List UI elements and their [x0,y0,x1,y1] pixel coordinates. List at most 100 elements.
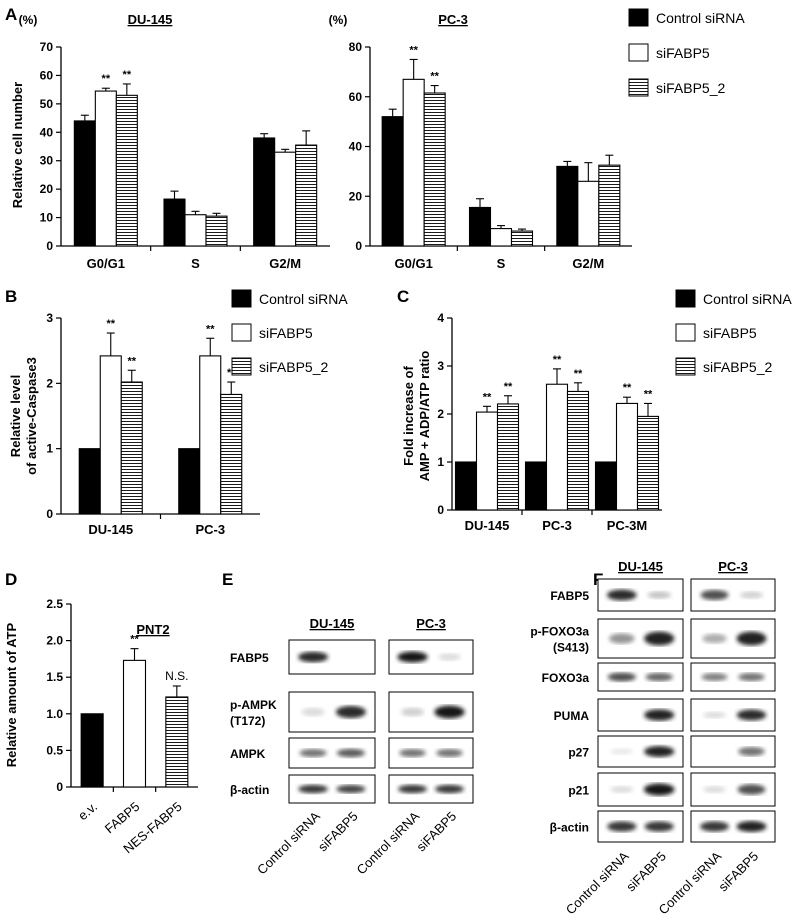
x-tick-label-a: G0/G1 [87,256,125,271]
bar-c-sifabp5-1 [545,383,569,511]
bar-a2-control-sirna-2 [556,165,579,247]
x-tick-label-d: e.v. [75,799,100,823]
panel-label-c: C [397,287,409,306]
significance-mark-c: ** [623,382,632,394]
row-label-e-3: β-actin [230,783,269,797]
y-tick-label-a2: 60 [349,90,363,104]
chart-title-d: PNT2 [136,622,169,637]
bar-c-control-sirna-2 [594,461,618,511]
legend-swatch-c-2 [675,357,696,376]
bar-a2-sifabp5-0 [402,78,425,247]
x-tick-label-a: S [191,256,200,271]
blot-band-f-1-1-1 [736,631,767,646]
legend-swatch-b-1 [231,323,252,342]
y-tick-label-a: 30 [40,154,54,168]
blot-band-f-6-0-0 [607,821,637,832]
x-tick-label-b: PC-3 [195,522,225,537]
legend-label-b-1: siFABP5 [259,325,313,341]
y-tick-label-b: 2 [46,376,53,390]
bar-d-series-1 [122,659,147,788]
blot-band-e-3-0-1 [336,784,366,794]
y-tick-label-d: 1.5 [46,670,63,684]
x-tick-label-b: DU-145 [88,522,133,537]
bar-b-sifabp5-0 [99,355,122,515]
significance-mark-d: ** [130,634,139,646]
lane-label-f-3: siFABP5 [715,849,761,895]
blot-band-f-1-1-0 [702,633,727,644]
bar-b-control-sirna-1 [178,448,201,515]
x-tick-label-c: PC-3M [607,518,647,533]
y-axis-label-b-line1: Relative level [8,375,23,457]
y-tick-label-a2: 0 [355,239,362,253]
blot-band-e-3-1-1 [435,784,464,794]
bar-a2-sifabp5-2-1 [510,230,534,247]
bar-c-control-sirna-1 [524,461,548,511]
significance-mark-c: ** [574,368,583,380]
blot-band-e-0-0-0 [298,651,329,663]
blot-band-e-1-0-1 [335,705,366,719]
significance-mark-a: ** [123,69,132,81]
y-unit-a: (%) [19,13,38,27]
legend-label-b-0: Control siRNA [259,291,348,307]
blot-band-f-1-0-0 [609,633,635,644]
bar-c-sifabp5-2-0 [496,403,520,511]
legend-swatch-b-0 [231,289,252,308]
significance-mark-c: ** [644,388,653,400]
chart-title-a2: PC-3 [438,12,468,27]
lane-label-f-1: siFABP5 [623,849,669,895]
x-tick-label-c: PC-3 [542,518,572,533]
x-tick-label-a: G2/M [269,256,301,271]
lane-label-e-3: siFABP5 [413,809,459,855]
blot-band-f-2-1-0 [701,673,728,681]
significance-mark-d: N.S. [165,669,188,683]
bar-a2-sifabp5-2-0 [423,92,446,247]
bar-a-control-sirna-1 [163,198,186,247]
legend-label-b-2: siFABP5_2 [259,359,328,375]
y-axis-label-b-line2: of active-Caspase3 [24,357,39,475]
row-label-f-1-a: p-FOXO3a [530,625,589,639]
blot-band-f-5-1-0 [703,786,726,793]
row-label-f-6: β-actin [550,821,589,835]
bar-a2-control-sirna-0 [381,116,404,247]
y-tick-label-a: 10 [40,211,54,225]
legend-label-c-2: siFABP5_2 [703,359,772,375]
y-tick-label-c: 1 [437,455,444,469]
legend-swatch-a-2 [628,78,649,97]
y-unit-a2: (%) [329,13,348,27]
blot-band-f-6-1-0 [700,821,729,832]
significance-mark-a: ** [102,73,111,85]
row-label-e-1-b: (T172) [230,714,265,728]
bar-a-sifabp5-2-1 [205,215,228,247]
blot-band-e-1-0-0 [301,707,325,717]
bar-c-sifabp5-2-2 [636,415,660,511]
significance-mark-b: ** [127,355,136,367]
legend-swatch-a-0 [628,8,649,27]
blot-band-f-3-0-1 [644,709,675,721]
row-label-f-3: PUMA [554,709,590,723]
significance-mark-b: ** [206,323,215,335]
blot-band-f-0-1-0 [700,589,729,601]
bar-a2-sifabp5-1 [489,228,513,247]
bar-a2-sifabp5-2 [577,180,600,247]
blot-band-e-2-1-0 [399,748,426,758]
significance-mark-c: ** [483,391,492,403]
y-tick-label-b: 0 [46,507,53,521]
y-tick-label-a: 50 [40,97,54,111]
y-tick-label-a: 0 [46,239,53,253]
blot-band-f-2-1-1 [738,672,765,682]
y-tick-label-a2: 40 [349,140,363,154]
bar-a-sifabp5-2-0 [115,94,138,247]
legend-swatch-b-2 [231,357,252,376]
row-label-f-2: FOXO3a [542,671,590,685]
blot-band-f-4-0-1 [644,746,675,757]
bar-b-sifabp5-1 [199,355,222,515]
row-label-f-4: p27 [568,746,589,760]
x-tick-label-a2: G0/G1 [395,256,433,271]
significance-mark-b: ** [106,318,115,330]
cell-line-header-e-0: DU-145 [310,616,355,631]
bar-a-control-sirna-0 [73,120,96,247]
bar-d-series-2 [165,696,189,788]
blot-band-e-3-0-0 [298,784,328,794]
bar-a-control-sirna-2 [253,137,276,247]
